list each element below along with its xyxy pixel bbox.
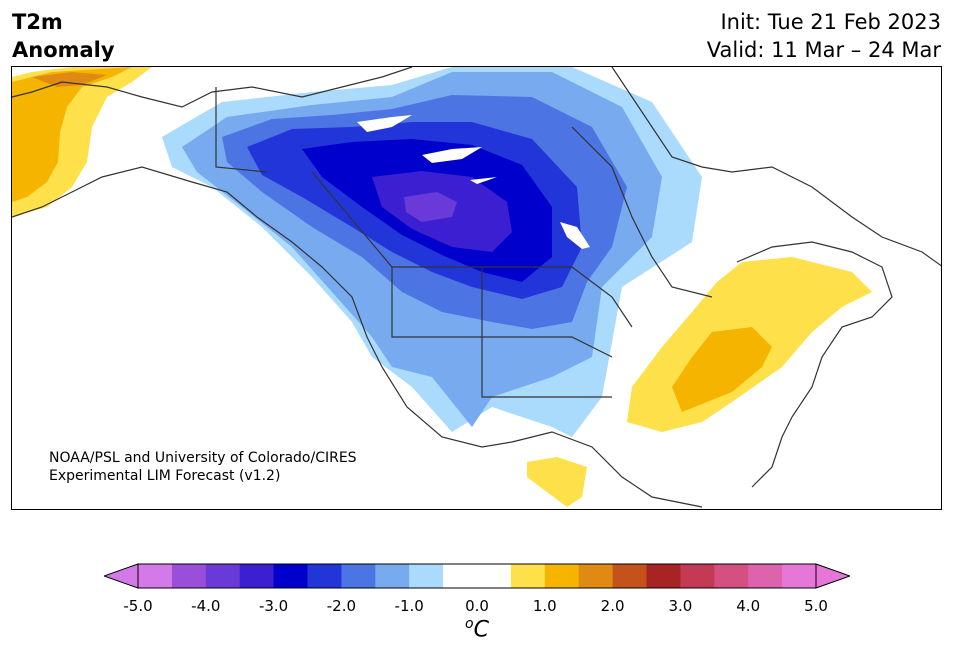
colorbar-tick-label: 2.0 [600,597,625,615]
unit-letter: C [473,617,489,643]
colorbar-cell [138,564,173,588]
map-canvas [12,67,941,508]
colorbar-tick-label: 5.0 [804,597,828,615]
colorbar-under-arrow [104,563,139,589]
colorbar-cell [782,564,817,588]
colorbar-tick-label: 3.0 [668,597,693,615]
colorbar-cell [307,564,342,588]
colorbar-cell [544,564,580,588]
colorbar-cells [138,564,817,588]
lake-shape-2 [422,147,482,163]
anomaly-map [11,66,942,510]
valid-dates: Valid: 11 Mar – 24 Mar [706,38,941,62]
map-title: T2m Anomaly [12,8,115,64]
colorbar-tick-label: 4.0 [736,597,761,615]
colorbar-over-arrow [815,563,850,589]
lake-shape-4 [560,222,590,249]
colorbar-tick-label: -1.0 [394,597,424,615]
colorbar-tick-label: -5.0 [123,597,153,615]
colorbar-cell [510,564,546,588]
colorbar-cell [680,564,715,588]
east-warm-core [672,327,772,412]
unit-degree: o [465,616,474,632]
data-credit: NOAA/PSL and University of Colorado/CIRE… [49,449,357,485]
field-label: Anomaly [12,38,115,62]
colorbar-cell [443,564,478,588]
colorbar-cell [477,564,512,588]
variable-label: T2m [12,10,63,34]
colorbar-cell [171,564,207,588]
colorbar-tick-label: 1.0 [532,597,557,615]
colorbar-cell [341,564,376,588]
colorbar-cell [239,564,275,588]
colorbar-cell [578,564,614,588]
colorbar-cell [646,564,681,588]
colorbar-cell [409,564,444,588]
colorbar-tick-label: 0.0 [465,597,489,615]
colorbar [104,563,850,589]
lake-shape-1 [357,115,412,132]
colorbar-cell [273,564,308,588]
colorbar-cell [748,564,783,588]
south-warm-patch [527,457,587,507]
credit-line-2: Experimental LIM Forecast (v1.2) [49,468,281,484]
cold-region-7 [404,192,457,222]
alaska-warm-core [12,67,132,202]
alaska-hot-spot [32,72,107,87]
credit-line-1: NOAA/PSL and University of Colorado/CIRE… [49,450,357,466]
forecast-dates: Init: Tue 21 Feb 2023 Valid: 11 Mar – 24… [707,8,941,64]
coastlines [12,67,941,508]
colorbar-cell [612,564,647,588]
colorbar-cell [375,564,410,588]
init-date: Init: Tue 21 Feb 2023 [720,10,941,34]
colorbar-tick-label: -4.0 [191,597,221,615]
colorbar-tick-label: -3.0 [258,597,289,615]
colorbar-outline [137,563,817,589]
lake-shape-3 [470,177,497,184]
colorbar-cell [714,564,749,588]
colorbar-tick-label: -2.0 [326,597,357,615]
colorbar-unit: oC [465,616,489,642]
colorbar-cell [205,564,241,588]
